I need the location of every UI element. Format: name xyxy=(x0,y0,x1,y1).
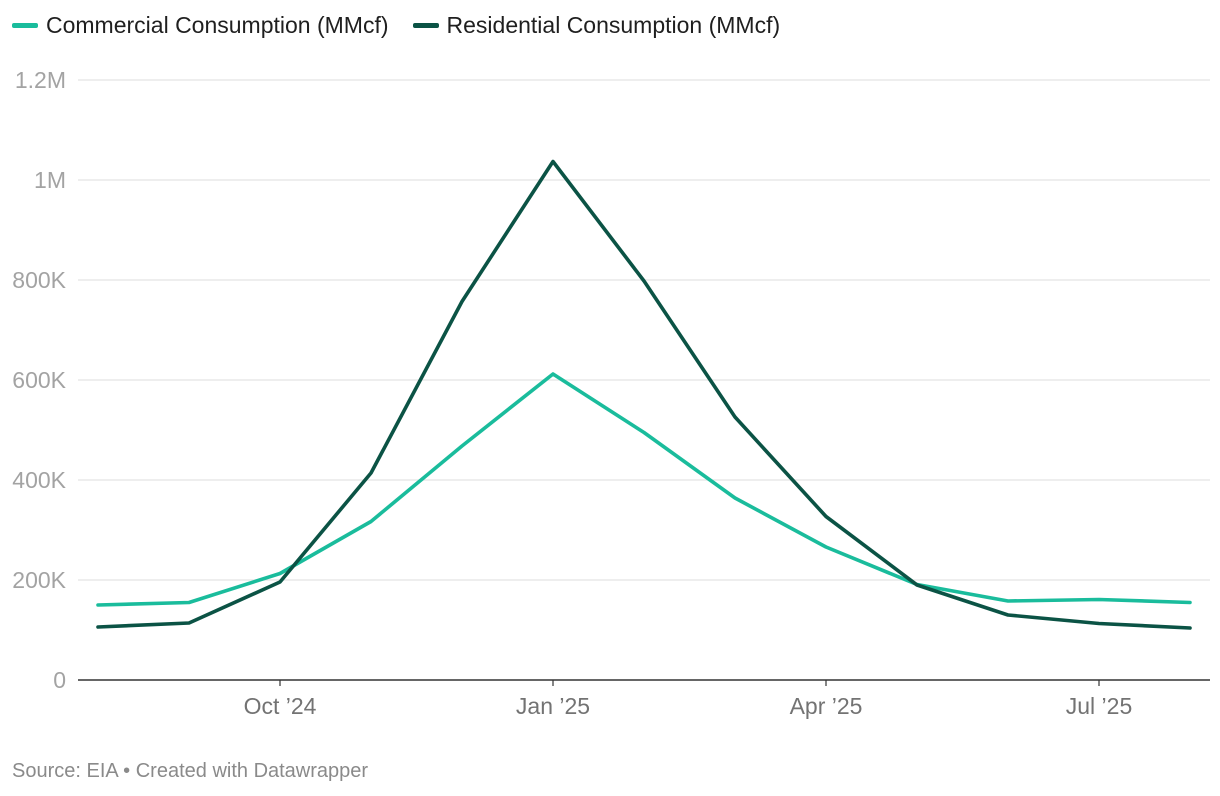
legend-item-residential: Residential Consumption (MMcf) xyxy=(412,12,781,39)
y-tick-label: 1M xyxy=(34,167,66,193)
series-line-residential xyxy=(96,159,1192,630)
legend-label-residential: Residential Consumption (MMcf) xyxy=(446,12,781,38)
series-line-commercial xyxy=(96,372,1192,607)
y-tick-label: 400K xyxy=(12,467,66,493)
x-tick-label: Jul ’25 xyxy=(1066,693,1132,719)
x-tick-label: Jan ’25 xyxy=(516,693,590,719)
legend-item-commercial: Commercial Consumption (MMcf) xyxy=(12,12,389,39)
legend-label-commercial: Commercial Consumption (MMcf) xyxy=(46,12,389,38)
y-tick-label: 1.2M xyxy=(15,67,66,93)
x-tick-label: Apr ’25 xyxy=(790,693,863,719)
legend-swatch-commercial xyxy=(12,23,38,28)
source-note: Source: EIA • Created with Datawrapper xyxy=(12,760,369,782)
y-tick-label: 800K xyxy=(12,267,66,293)
legend: Commercial Consumption (MMcf) Residentia… xyxy=(12,12,780,39)
y-tick-label: 0 xyxy=(53,667,66,693)
y-tick-label: 200K xyxy=(12,567,66,593)
legend-swatch-residential xyxy=(412,23,439,28)
y-tick-label: 600K xyxy=(12,367,66,393)
x-tick-label: Oct ’24 xyxy=(244,693,317,719)
